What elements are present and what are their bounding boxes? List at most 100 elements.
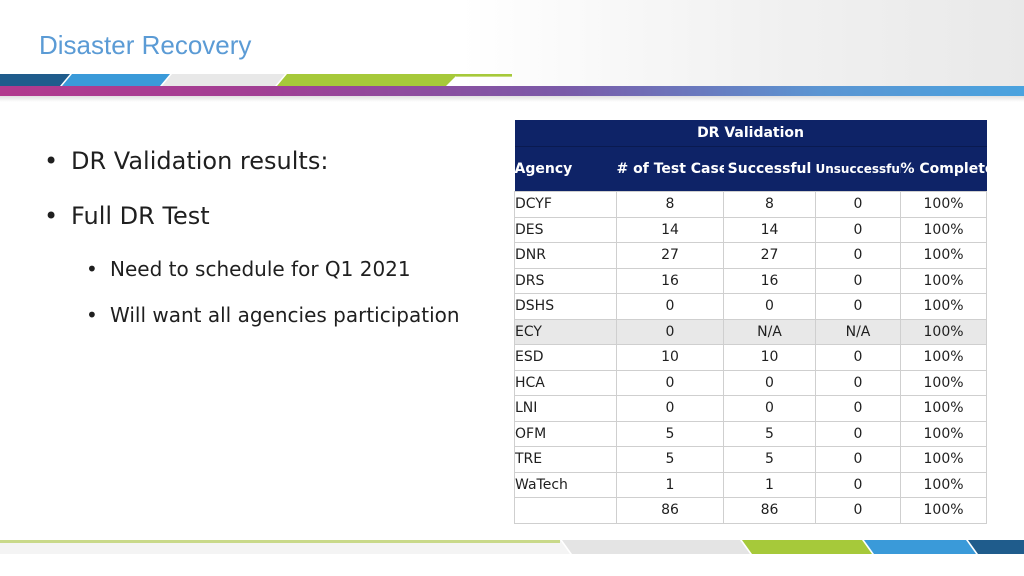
table-row: DRS 16 16 0 100% (514, 267, 988, 294)
slide-title: Disaster Recovery (39, 30, 252, 60)
agency-cell: DES (514, 216, 617, 243)
unsuccessful-cell: 0 (815, 344, 901, 371)
dr-validation-table: DR Validation Agency # of Test Cases Suc… (514, 120, 988, 524)
percent-complete-cell: 100% (899, 344, 988, 371)
unsuccessful-cell: 0 (815, 471, 901, 498)
bullet-dot-icon: • (86, 303, 98, 327)
table-row: 86 86 0 100% (514, 497, 988, 524)
table-row: DSHS 0 0 0 100% (514, 293, 988, 320)
test-cases-cell: 0 (616, 293, 724, 320)
header-color-band (0, 86, 1024, 96)
percent-complete-cell: 100% (899, 420, 988, 447)
test-cases-cell: 0 (616, 318, 724, 345)
table-row: OFM 5 5 0 100% (514, 420, 988, 447)
test-cases-cell: 16 (616, 267, 724, 294)
percent-complete-cell: 100% (899, 242, 988, 269)
bullet-dot-icon: • (44, 147, 59, 175)
agency-cell: ECY (514, 318, 617, 345)
percent-complete-cell: 100% (899, 446, 988, 473)
percent-complete-cell: 100% (899, 471, 988, 498)
table-caption-row: DR Validation (514, 120, 987, 147)
test-cases-cell: 1 (616, 471, 724, 498)
unsuccessful-cell: 0 (815, 395, 901, 422)
unsuccessful-cell: 0 (815, 446, 901, 473)
unsuccessful-cell: 0 (815, 216, 901, 243)
agency-cell: LNI (514, 395, 617, 422)
table-row: LNI 0 0 0 100% (514, 395, 988, 422)
unsuccessful-cell: N/A (815, 318, 901, 345)
table-header-row: Agency # of Test Cases Successful Unsucc… (514, 146, 987, 192)
percent-complete-cell: 100% (899, 293, 988, 320)
successful-cell: 10 (723, 344, 816, 371)
test-cases-cell: 0 (616, 369, 724, 396)
bullet-list: • DR Validation results: • Full DR Test … (44, 144, 494, 346)
unsuccessful-cell: 0 (815, 497, 901, 524)
column-header-agency: Agency (514, 146, 617, 192)
percent-complete-cell: 100% (899, 395, 988, 422)
test-cases-cell: 10 (616, 344, 724, 371)
table-caption: DR Validation (514, 120, 987, 147)
bullet-dot-icon: • (86, 257, 98, 281)
table-body: DCYF 8 8 0 100% DES 14 14 0 100% DNR 27 27 0 100% DRS 16… (514, 191, 988, 524)
percent-complete-cell: 100% (899, 216, 988, 243)
table-row: DES 14 14 0 100% (514, 216, 988, 243)
agency-cell: DCYF (514, 191, 617, 218)
column-header-successful: Successful (723, 146, 816, 192)
percent-complete-cell: 100% (899, 497, 988, 524)
header-accent-stripe (0, 74, 512, 86)
column-header-unsuccessful: Unsuccessful (815, 146, 901, 192)
bullet-item: • Full DR Test (44, 199, 494, 254)
table-row: ECY 0 N/A N/A 100% (514, 318, 988, 345)
successful-cell: 5 (723, 420, 816, 447)
successful-cell: N/A (723, 318, 816, 345)
sub-bullet-item: • Need to schedule for Q1 2021 (86, 254, 494, 300)
agency-cell: DRS (514, 267, 617, 294)
agency-cell: OFM (514, 420, 617, 447)
successful-cell: 0 (723, 395, 816, 422)
table-row: WaTech 1 1 0 100% (514, 471, 988, 498)
header-band-shadow (0, 96, 1024, 102)
unsuccessful-cell: 0 (815, 293, 901, 320)
unsuccessful-cell: 0 (815, 191, 901, 218)
successful-cell: 14 (723, 216, 816, 243)
agency-cell: HCA (514, 369, 617, 396)
successful-cell: 86 (723, 497, 816, 524)
unsuccessful-cell: 0 (815, 420, 901, 447)
test-cases-cell: 5 (616, 420, 724, 447)
table-row: TRE 5 5 0 100% (514, 446, 988, 473)
percent-complete-cell: 100% (899, 191, 988, 218)
column-header-percent-complete: % Complete (900, 146, 987, 192)
agency-cell: DNR (514, 242, 617, 269)
sub-bullet-item: • Will want all agencies participation (86, 300, 494, 346)
agency-cell: ESD (514, 344, 617, 371)
bullet-text: DR Validation results: (71, 147, 329, 175)
footer-accent-stripe (0, 540, 1024, 554)
sub-bullet-text: Need to schedule for Q1 2021 (110, 257, 411, 281)
table-row: DCYF 8 8 0 100% (514, 191, 988, 218)
unsuccessful-cell: 0 (815, 369, 901, 396)
test-cases-cell: 0 (616, 395, 724, 422)
column-header-test-cases: # of Test Cases (616, 146, 724, 192)
table-row: ESD 10 10 0 100% (514, 344, 988, 371)
successful-cell: 16 (723, 267, 816, 294)
agency-cell: WaTech (514, 471, 617, 498)
sub-bullet-text: Will want all agencies participation (110, 303, 460, 327)
successful-cell: 0 (723, 369, 816, 396)
table-row: HCA 0 0 0 100% (514, 369, 988, 396)
test-cases-cell: 8 (616, 191, 724, 218)
unsuccessful-cell: 0 (815, 242, 901, 269)
percent-complete-cell: 100% (899, 267, 988, 294)
agency-cell: TRE (514, 446, 617, 473)
successful-cell: 8 (723, 191, 816, 218)
bullet-text: Full DR Test (71, 202, 210, 230)
successful-cell: 5 (723, 446, 816, 473)
unsuccessful-cell: 0 (815, 267, 901, 294)
test-cases-cell: 86 (616, 497, 724, 524)
successful-cell: 1 (723, 471, 816, 498)
test-cases-cell: 27 (616, 242, 724, 269)
agency-cell (514, 497, 617, 524)
agency-cell: DSHS (514, 293, 617, 320)
test-cases-cell: 5 (616, 446, 724, 473)
bullet-dot-icon: • (44, 202, 59, 230)
test-cases-cell: 14 (616, 216, 724, 243)
